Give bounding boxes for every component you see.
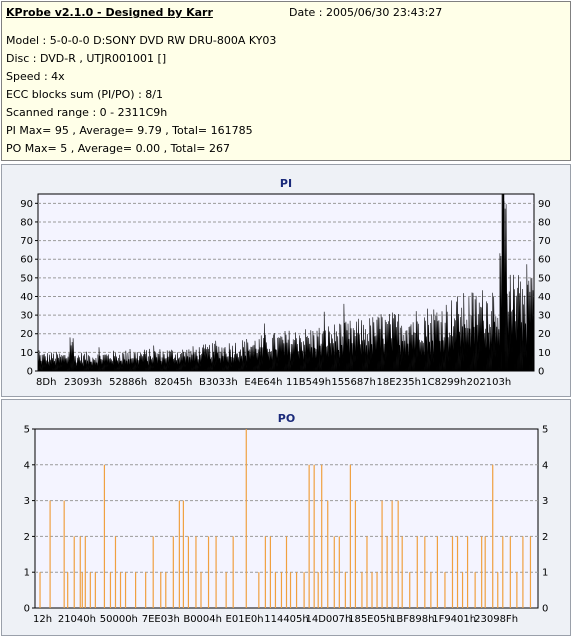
- x-tick-label: 14D007h: [305, 614, 351, 625]
- x-tick-label: 8Dh: [36, 377, 56, 388]
- y-tick-label-left: 90: [20, 199, 33, 210]
- x-tick-label: 1F9401h: [432, 614, 476, 625]
- x-tick-label: 7EE03h: [142, 614, 180, 625]
- y-tick-label-right: 20: [538, 329, 551, 340]
- pi-series: [37, 193, 535, 372]
- y-tick-label-left: 5: [24, 425, 30, 436]
- info-panel: KProbe v2.1.0 - Designed by Karr Date : …: [1, 1, 571, 161]
- x-tick-label: 185E05h: [348, 614, 392, 625]
- y-tick-label-left: 50: [20, 273, 33, 284]
- y-tick-label-right: 50: [538, 273, 551, 284]
- x-tick-label: 11B549h: [286, 377, 331, 388]
- y-tick-label-left: 3: [24, 496, 30, 507]
- po-chart-panel: 0 0 1 1 2 2 3 3 4 4 5 5 12h 21040h 50000h 7EE03h B0004h E…: [1, 399, 571, 636]
- x-tick-label: 50000h: [100, 614, 138, 625]
- x-tick-label: 202103h: [467, 377, 512, 388]
- x-tick-label: B3033h: [199, 377, 238, 388]
- x-tick-label: 1C8299h: [421, 377, 466, 388]
- x-tick-label: 82045h: [154, 377, 192, 388]
- po-stats-line: PO Max= 5 , Average= 0.00 , Total= 267: [6, 142, 230, 155]
- x-tick-label: 21040h: [58, 614, 96, 625]
- y-tick-label-left: 4: [24, 460, 30, 471]
- y-tick-label-right: 60: [538, 255, 551, 266]
- y-tick-label-right: 0: [542, 604, 548, 615]
- chart-title: PI: [280, 177, 292, 190]
- x-tick-label: 1BF898h: [390, 614, 434, 625]
- y-tick-label-left: 1: [24, 568, 30, 579]
- y-tick-label-right: 3: [542, 496, 548, 507]
- y-tick-label-left: 30: [20, 311, 33, 322]
- y-tick-label-right: 70: [538, 236, 551, 247]
- x-tick-label: E01E0h: [226, 614, 264, 625]
- pi-chart: 0 0 10 10 20 20 30 30 40 40 50 50 60 60 70 70 80 80 90 90 8D…: [20, 177, 551, 388]
- y-tick-label-right: 2: [542, 532, 548, 543]
- x-tick-label: B0004h: [183, 614, 222, 625]
- y-tick-label-left: 10: [20, 348, 33, 359]
- y-tick-label-left: 0: [27, 367, 33, 378]
- y-tick-label-left: 40: [20, 292, 33, 303]
- y-tick-label-left: 80: [20, 217, 33, 228]
- pi-chart-panel: 0 0 10 10 20 20 30 30 40 40 50 50 60 60 70 70 80 80 90 90 8D…: [1, 164, 571, 397]
- y-tick-label-right: 90: [538, 199, 551, 210]
- app-title: KProbe v2.1.0 - Designed by Karr: [6, 6, 213, 19]
- x-tick-label: 155687h: [331, 377, 376, 388]
- range-line: Scanned range : 0 - 2311C9h: [6, 106, 168, 119]
- y-tick-label-right: 10: [538, 348, 551, 359]
- y-tick-label-right: 0: [538, 367, 544, 378]
- y-tick-label-left: 20: [20, 329, 33, 340]
- x-tick-label: 12h: [33, 614, 52, 625]
- x-tick-label: 23093h: [64, 377, 102, 388]
- x-tick-label: E4E64h: [244, 377, 282, 388]
- x-tick-label: 23098Fh: [474, 614, 518, 625]
- y-tick-label-right: 80: [538, 217, 551, 228]
- scan-date: Date : 2005/06/30 23:43:27: [289, 6, 443, 19]
- pi-stats-line: PI Max= 95 , Average= 9.79 , Total= 1617…: [6, 124, 253, 137]
- y-tick-label-left: 0: [24, 604, 30, 615]
- ecc-line: ECC blocks sum (PI/PO) : 8/1: [6, 88, 163, 101]
- y-tick-label-right: 5: [542, 425, 548, 436]
- y-tick-label-left: 2: [24, 532, 30, 543]
- chart-title: PO: [278, 412, 295, 425]
- y-tick-label-left: 70: [20, 236, 33, 247]
- disc-line: Disc : DVD-R , UTJR001001 []: [6, 52, 167, 65]
- x-tick-label: 18E235h: [376, 377, 420, 388]
- x-tick-label: 114405h: [264, 614, 309, 625]
- y-tick-label-right: 4: [542, 460, 548, 471]
- model-line: Model : 5-0-0-0 D:SONY DVD RW DRU-800A K…: [6, 34, 277, 47]
- y-tick-label-right: 40: [538, 292, 551, 303]
- speed-line: Speed : 4x: [6, 70, 65, 83]
- y-tick-label-left: 60: [20, 255, 33, 266]
- x-tick-label: 52886h: [109, 377, 147, 388]
- y-tick-label-right: 1: [542, 568, 548, 579]
- y-tick-label-right: 30: [538, 311, 551, 322]
- po-chart: 0 0 1 1 2 2 3 3 4 4 5 5 12h 21040h 50000h 7EE03h B0004h E…: [24, 412, 549, 625]
